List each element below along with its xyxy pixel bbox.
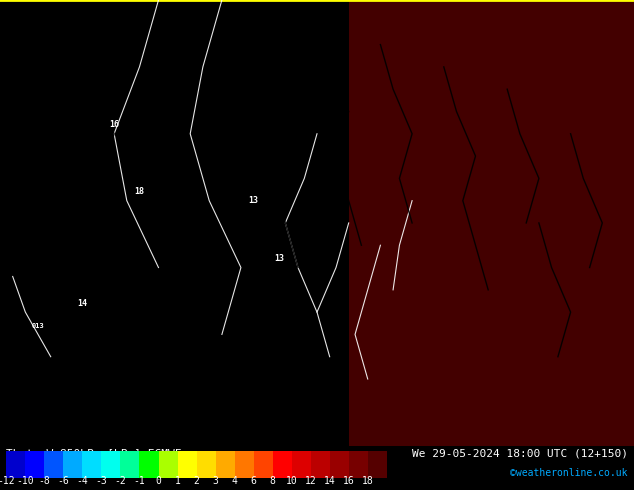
Bar xyxy=(311,451,330,478)
Text: -8: -8 xyxy=(39,475,50,486)
Text: -3: -3 xyxy=(96,475,107,486)
Text: Theta-W 850hPa [hPa] ECMWF: Theta-W 850hPa [hPa] ECMWF xyxy=(6,448,182,458)
Text: -4: -4 xyxy=(77,475,88,486)
Text: 14: 14 xyxy=(77,299,87,308)
Text: 013: 013 xyxy=(32,322,44,328)
Bar xyxy=(120,451,139,478)
Bar xyxy=(6,451,25,478)
Text: 18: 18 xyxy=(362,475,373,486)
Bar xyxy=(44,451,63,478)
Text: 10: 10 xyxy=(286,475,297,486)
Bar xyxy=(330,451,349,478)
Text: -10: -10 xyxy=(16,475,34,486)
Bar xyxy=(82,451,101,478)
Bar xyxy=(63,451,82,478)
Bar xyxy=(349,0,634,446)
Bar xyxy=(25,451,44,478)
Text: -12: -12 xyxy=(0,475,15,486)
Text: 6: 6 xyxy=(250,475,257,486)
Bar xyxy=(273,451,292,478)
Bar xyxy=(368,451,387,478)
Text: 1: 1 xyxy=(174,475,181,486)
Text: 4: 4 xyxy=(231,475,238,486)
Bar xyxy=(178,451,197,478)
Text: 13: 13 xyxy=(249,196,259,205)
Bar xyxy=(349,451,368,478)
Text: ©weatheronline.co.uk: ©weatheronline.co.uk xyxy=(510,468,628,478)
Text: 14: 14 xyxy=(324,475,335,486)
Text: 0: 0 xyxy=(155,475,162,486)
Text: 3: 3 xyxy=(212,475,219,486)
Bar xyxy=(292,451,311,478)
Bar xyxy=(254,451,273,478)
Text: 12: 12 xyxy=(305,475,316,486)
Bar xyxy=(216,451,235,478)
Bar xyxy=(158,451,178,478)
Text: 8: 8 xyxy=(269,475,276,486)
Bar xyxy=(235,451,254,478)
Text: 2: 2 xyxy=(193,475,200,486)
Text: -2: -2 xyxy=(115,475,126,486)
Text: -6: -6 xyxy=(58,475,69,486)
Text: 13: 13 xyxy=(274,254,284,263)
Text: -1: -1 xyxy=(134,475,145,486)
Text: 18: 18 xyxy=(134,187,145,196)
Bar xyxy=(197,451,216,478)
Text: We 29-05-2024 18:00 UTC (12+150): We 29-05-2024 18:00 UTC (12+150) xyxy=(411,448,628,458)
Bar xyxy=(101,451,120,478)
Text: 16: 16 xyxy=(343,475,354,486)
Text: 16: 16 xyxy=(109,121,119,129)
Bar xyxy=(139,451,158,478)
